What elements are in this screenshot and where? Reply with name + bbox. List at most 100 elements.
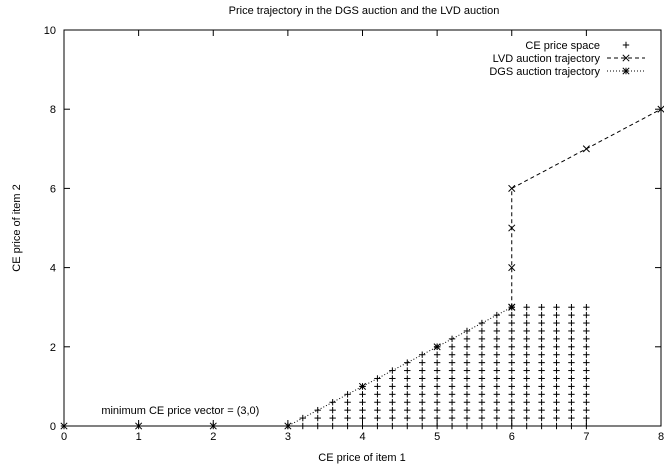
ce-price-point — [583, 311, 590, 319]
dgs-point — [135, 422, 143, 430]
ce-price-point — [538, 327, 545, 335]
dgs-point — [284, 422, 292, 430]
ce-price-point — [463, 343, 471, 350]
ce-price-point — [568, 304, 575, 311]
ce-price-point — [568, 399, 575, 406]
y-axis-label: CE price of item 2 — [11, 184, 23, 271]
ce-price-point — [568, 319, 575, 327]
legend-label: LVD auction trajectory — [493, 53, 601, 65]
ce-price-point — [299, 422, 306, 430]
ce-price-point — [583, 351, 590, 358]
ce-price-point — [568, 367, 575, 374]
ce-price-point — [329, 399, 336, 406]
ce-price-point — [523, 391, 530, 398]
ce-price-point — [433, 391, 441, 398]
ce-price-point — [478, 343, 486, 350]
ce-price-point — [329, 406, 336, 414]
ce-price-point — [583, 391, 590, 398]
ce-price-point — [389, 375, 396, 382]
ce-price-point — [583, 304, 590, 311]
ce-price-point — [478, 351, 486, 358]
ce-price-point — [538, 335, 545, 343]
ce-price-point — [583, 406, 590, 414]
ce-price-point — [553, 422, 560, 430]
ce-price-point — [493, 391, 501, 398]
ce-price-point — [359, 406, 366, 414]
ce-price-point — [508, 367, 515, 374]
ce-price-point — [433, 375, 441, 382]
chart-marks — [60, 105, 664, 430]
ce-price-point — [314, 406, 321, 414]
ce-price-point — [478, 399, 486, 406]
ce-price-point — [448, 399, 456, 406]
ce-price-point — [478, 375, 486, 382]
ce-price-point — [523, 375, 530, 382]
ce-price-point — [448, 359, 456, 366]
ce-price-point — [493, 375, 501, 382]
ce-price-point — [433, 414, 441, 422]
ce-price-point — [538, 367, 545, 374]
ce-price-point — [583, 414, 590, 422]
ce-price-point — [538, 399, 545, 406]
ce-price-point — [553, 414, 560, 422]
ce-price-point — [359, 422, 366, 430]
ce-price-point — [508, 319, 515, 327]
ce-price-point — [553, 343, 560, 350]
ce-price-point — [433, 406, 441, 414]
ce-price-point — [553, 375, 560, 382]
ce-price-point — [538, 311, 545, 319]
lvd-point — [657, 105, 664, 113]
ce-price-point — [493, 343, 501, 350]
ce-price-point — [568, 335, 575, 343]
ce-price-point — [553, 319, 560, 327]
dgs-point — [60, 422, 68, 430]
ce-price-point — [448, 351, 456, 358]
legend-entry: CE price space — [525, 40, 630, 52]
ce-price-point — [463, 383, 471, 390]
ce-price-point — [568, 406, 575, 414]
ce-price-point — [344, 414, 351, 422]
ce-price-point — [493, 351, 501, 358]
ce-price-point — [463, 414, 471, 422]
legend-entry: DGS auction trajectory — [489, 66, 645, 78]
ce-price-point — [419, 414, 426, 422]
dgs-point — [508, 303, 516, 311]
ce-price-point — [523, 311, 530, 319]
ce-price-point — [553, 311, 560, 319]
ce-price-point — [553, 391, 560, 398]
ce-price-point — [359, 391, 366, 398]
y-tick-label: 0 — [50, 421, 56, 433]
ce-price-point — [568, 422, 575, 430]
ce-price-point — [568, 414, 575, 422]
ce-price-point — [419, 399, 426, 406]
ce-price-point — [359, 414, 366, 422]
ce-price-point — [583, 383, 590, 390]
lvd-point — [508, 224, 516, 232]
legend-marker — [622, 54, 630, 62]
dgs-point — [209, 422, 217, 430]
x-tick-label: 1 — [136, 431, 142, 443]
ce-price-point — [389, 414, 396, 422]
ce-price-point — [389, 406, 396, 414]
ce-price-point — [463, 391, 471, 398]
ce-price-point — [419, 406, 426, 414]
ce-price-point — [583, 399, 590, 406]
ce-price-point — [568, 391, 575, 398]
ce-price-point — [583, 359, 590, 366]
ce-price-point — [433, 399, 441, 406]
ce-price-point — [448, 406, 456, 414]
x-tick-label: 3 — [285, 431, 291, 443]
ce-price-point — [538, 391, 545, 398]
ce-price-point — [583, 319, 590, 327]
ce-price-point — [538, 319, 545, 327]
ce-price-point — [553, 399, 560, 406]
ce-price-point — [419, 359, 426, 366]
ce-price-point — [508, 375, 515, 382]
chart-title: Price trajectory in the DGS auction and … — [229, 5, 500, 17]
ce-price-point — [389, 391, 396, 398]
ce-price-point — [508, 351, 515, 358]
x-tick-label: 8 — [658, 431, 664, 443]
lvd-point — [508, 264, 516, 272]
ce-price-point — [404, 414, 411, 422]
ce-price-point — [568, 351, 575, 358]
